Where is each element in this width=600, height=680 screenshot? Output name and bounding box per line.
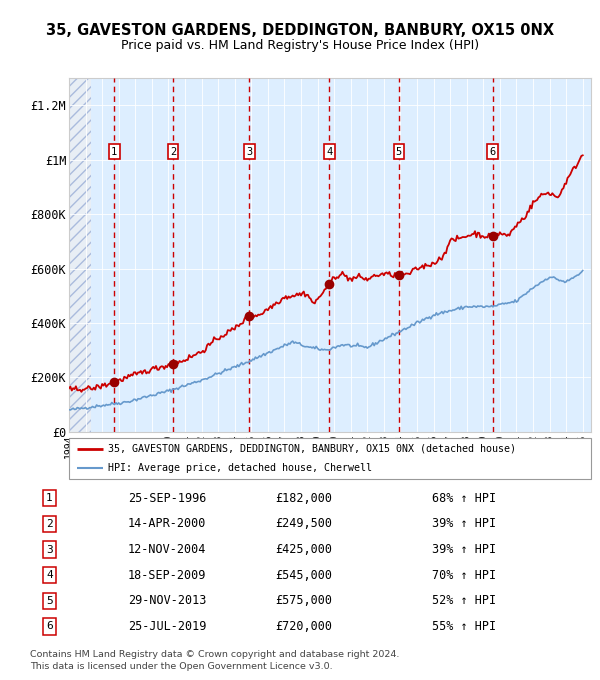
Text: 12-NOV-2004: 12-NOV-2004 [128,543,206,556]
Text: 14-APR-2000: 14-APR-2000 [128,517,206,530]
Text: 6: 6 [46,622,53,632]
Text: 4: 4 [46,570,53,580]
Text: 4: 4 [326,147,332,156]
Text: 2: 2 [170,147,176,156]
Text: Price paid vs. HM Land Registry's House Price Index (HPI): Price paid vs. HM Land Registry's House … [121,39,479,52]
Text: 55% ↑ HPI: 55% ↑ HPI [432,620,496,633]
Text: 3: 3 [246,147,252,156]
Text: 2: 2 [46,519,53,529]
Text: £425,000: £425,000 [275,543,332,556]
Text: This data is licensed under the Open Government Licence v3.0.: This data is licensed under the Open Gov… [30,662,332,671]
Text: 35, GAVESTON GARDENS, DEDDINGTON, BANBURY, OX15 0NX (detached house): 35, GAVESTON GARDENS, DEDDINGTON, BANBUR… [108,444,516,454]
Text: 18-SEP-2009: 18-SEP-2009 [128,568,206,581]
Text: 29-NOV-2013: 29-NOV-2013 [128,594,206,607]
Text: 5: 5 [46,596,53,606]
Text: 52% ↑ HPI: 52% ↑ HPI [432,594,496,607]
Text: 39% ↑ HPI: 39% ↑ HPI [432,543,496,556]
Text: 68% ↑ HPI: 68% ↑ HPI [432,492,496,505]
Text: 35, GAVESTON GARDENS, DEDDINGTON, BANBURY, OX15 0NX: 35, GAVESTON GARDENS, DEDDINGTON, BANBUR… [46,23,554,38]
Text: 5: 5 [396,147,402,156]
Text: £720,000: £720,000 [275,620,332,633]
Text: £575,000: £575,000 [275,594,332,607]
Text: 25-SEP-1996: 25-SEP-1996 [128,492,206,505]
Bar [69,78,91,432]
Text: 25-JUL-2019: 25-JUL-2019 [128,620,206,633]
Text: 70% ↑ HPI: 70% ↑ HPI [432,568,496,581]
Text: Contains HM Land Registry data © Crown copyright and database right 2024.: Contains HM Land Registry data © Crown c… [30,649,400,659]
Text: 1: 1 [46,493,53,503]
Text: 3: 3 [46,545,53,555]
Text: HPI: Average price, detached house, Cherwell: HPI: Average price, detached house, Cher… [108,462,372,473]
Text: £182,000: £182,000 [275,492,332,505]
Text: £249,500: £249,500 [275,517,332,530]
Text: 1: 1 [111,147,118,156]
Text: 6: 6 [490,147,496,156]
Text: 39% ↑ HPI: 39% ↑ HPI [432,517,496,530]
Text: £545,000: £545,000 [275,568,332,581]
